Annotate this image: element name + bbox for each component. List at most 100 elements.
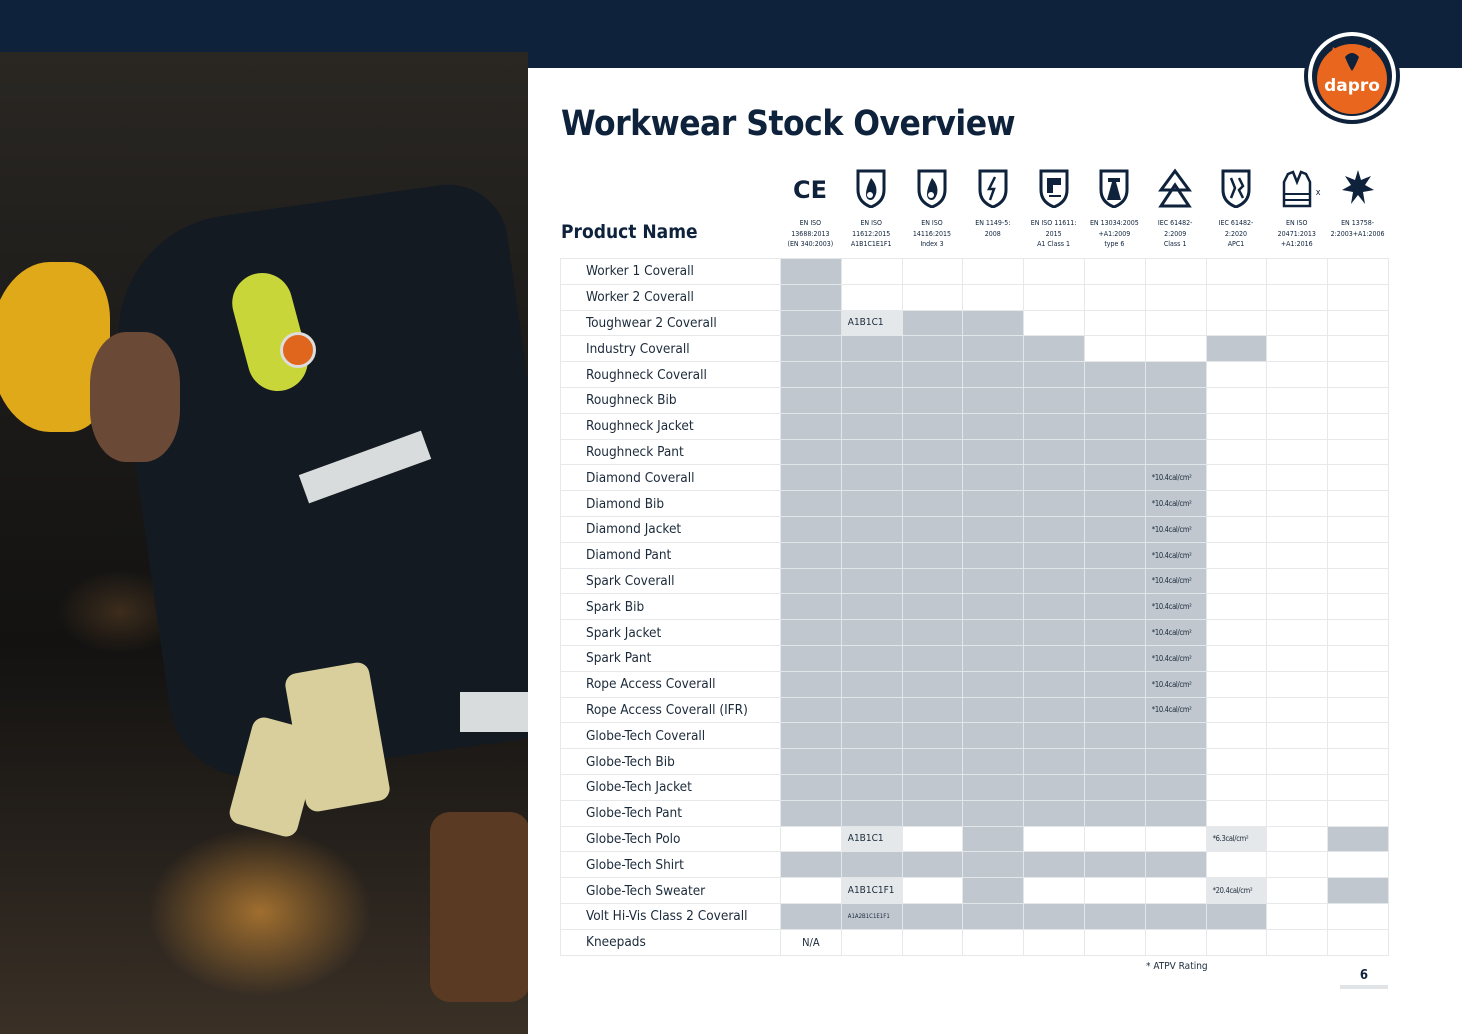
product-name: Diamond Pant bbox=[560, 541, 781, 569]
compliance-cell bbox=[1023, 283, 1085, 311]
table-row: Roughneck Bib bbox=[560, 386, 1389, 414]
table-row: Spark Jacket *10.4cal/cm² bbox=[560, 619, 1389, 646]
compliance-cell bbox=[1266, 825, 1329, 853]
compliance-cell bbox=[1023, 825, 1085, 853]
product-name-header: Product Name bbox=[561, 221, 698, 243]
compliance-cell bbox=[901, 438, 964, 466]
standard-column-header: EN 13034:2005 +A1:2009 type 6 bbox=[1084, 168, 1145, 250]
compliance-cell bbox=[780, 515, 842, 543]
compliance-cell bbox=[1327, 593, 1389, 621]
compliance-cell bbox=[962, 412, 1025, 440]
page-number: 6 bbox=[1340, 968, 1388, 989]
compliance-cell bbox=[1023, 438, 1085, 466]
compliance-cell bbox=[1144, 335, 1207, 363]
compliance-cell bbox=[1083, 515, 1146, 543]
compliance-cell bbox=[1083, 386, 1146, 414]
compliance-cell bbox=[1327, 361, 1389, 388]
electrostatic-shield-icon bbox=[978, 169, 1008, 209]
compliance-cell bbox=[901, 928, 964, 956]
standard-label: EN ISO 11611: 2015 A1 Class 1 bbox=[1030, 219, 1077, 248]
compliance-cell bbox=[1023, 464, 1085, 492]
rain-protection-icon bbox=[1341, 170, 1374, 204]
compliance-cell bbox=[1023, 619, 1085, 646]
compliance-cell bbox=[1144, 283, 1207, 311]
compliance-cell bbox=[1266, 515, 1329, 543]
product-name: Roughneck Bib bbox=[560, 386, 781, 414]
compliance-cell bbox=[1266, 283, 1329, 311]
compliance-cell: A1A2B1C1E1F1 bbox=[840, 902, 903, 930]
compliance-cell bbox=[962, 748, 1025, 775]
compliance-cell bbox=[1327, 877, 1389, 904]
compliance-cell bbox=[1205, 258, 1268, 285]
compliance-cell bbox=[901, 412, 964, 440]
compliance-cell bbox=[780, 902, 842, 930]
compliance-cell bbox=[1266, 412, 1329, 440]
compliance-cell: *10.4cal/cm² bbox=[1144, 619, 1207, 646]
compliance-cell bbox=[1266, 541, 1329, 569]
compliance-cell bbox=[780, 541, 842, 569]
table-row: Diamond Bib *10.4cal/cm² bbox=[560, 490, 1389, 517]
compliance-cell bbox=[1327, 258, 1389, 285]
compliance-cell bbox=[780, 619, 842, 646]
compliance-cell bbox=[1083, 490, 1146, 517]
compliance-cell bbox=[1266, 722, 1329, 750]
product-name: Worker 2 Coverall bbox=[560, 283, 781, 311]
standard-column-header: EN ISO 11612:2015 A1B1C1E1F1 bbox=[841, 168, 902, 250]
product-name: Toughwear 2 Coverall bbox=[560, 309, 781, 337]
table-row: Globe-Tech Pant bbox=[560, 799, 1389, 827]
compliance-cell bbox=[1266, 335, 1329, 363]
table-row: Toughwear 2 Coverall A1B1C1 bbox=[560, 309, 1389, 337]
compliance-cell: A1B1C1F1 bbox=[840, 877, 903, 904]
compliance-cell bbox=[840, 258, 903, 285]
table-row: Globe-Tech Jacket bbox=[560, 773, 1389, 801]
compliance-cell bbox=[1083, 567, 1146, 595]
product-name: Spark Bib bbox=[560, 593, 781, 621]
compliance-cell bbox=[901, 515, 964, 543]
table-row: Roughneck Pant bbox=[560, 438, 1389, 466]
standard-label: IEC 61482- 2:2009 Class 1 bbox=[1157, 219, 1193, 248]
compliance-cell bbox=[1205, 799, 1268, 827]
compliance-cell bbox=[962, 335, 1025, 363]
product-name: Globe-Tech Pant bbox=[560, 799, 781, 827]
compliance-cell bbox=[1266, 490, 1329, 517]
compliance-cell bbox=[1266, 902, 1329, 930]
product-name: Diamond Jacket bbox=[560, 515, 781, 543]
compliance-cell bbox=[1083, 283, 1146, 311]
flame-shield-icon bbox=[856, 169, 886, 209]
compliance-cell bbox=[1023, 902, 1085, 930]
compliance-cell bbox=[840, 593, 903, 621]
page-title: Workwear Stock Overview bbox=[561, 104, 1016, 144]
standard-column-header: EN ISO 11611: 2015 A1 Class 1 bbox=[1023, 168, 1084, 250]
compliance-cell bbox=[1083, 748, 1146, 775]
compliance-cell bbox=[780, 283, 842, 311]
compliance-cell bbox=[1205, 696, 1268, 724]
compliance-cell bbox=[1205, 773, 1268, 801]
table-row: Rope Access Coverall (IFR) *10.4cal/cm² bbox=[560, 696, 1389, 724]
standard-column-header: EN 1149-5: 2008 bbox=[962, 168, 1023, 250]
standard-column-header: EN ISO 14116:2015 Index 3 bbox=[902, 168, 963, 250]
standard-label: EN ISO 14116:2015 Index 3 bbox=[912, 219, 952, 248]
compliance-cell bbox=[962, 567, 1025, 595]
compliance-cell bbox=[1083, 799, 1146, 827]
compliance-cell bbox=[901, 902, 964, 930]
compliance-cell bbox=[1023, 515, 1085, 543]
compliance-cell bbox=[840, 464, 903, 492]
compliance-cell bbox=[1266, 799, 1329, 827]
compliance-cell bbox=[962, 386, 1025, 414]
compliance-cell bbox=[780, 670, 842, 698]
compliance-cell bbox=[901, 670, 964, 698]
compliance-cell bbox=[1205, 412, 1268, 440]
compliance-cell bbox=[901, 773, 964, 801]
compliance-cell bbox=[1205, 490, 1268, 517]
compliance-cell bbox=[1083, 644, 1146, 672]
compliance-cell bbox=[780, 464, 842, 492]
compliance-cell bbox=[962, 438, 1025, 466]
product-name: Globe-Tech Bib bbox=[560, 748, 781, 775]
compliance-cell bbox=[780, 825, 842, 853]
compliance-cell bbox=[1327, 386, 1389, 414]
compliance-cell bbox=[1266, 464, 1329, 492]
compliance-cell bbox=[1083, 309, 1146, 337]
compliance-cell bbox=[1266, 851, 1329, 879]
compliance-cell bbox=[962, 696, 1025, 724]
compliance-cell bbox=[1327, 722, 1389, 750]
